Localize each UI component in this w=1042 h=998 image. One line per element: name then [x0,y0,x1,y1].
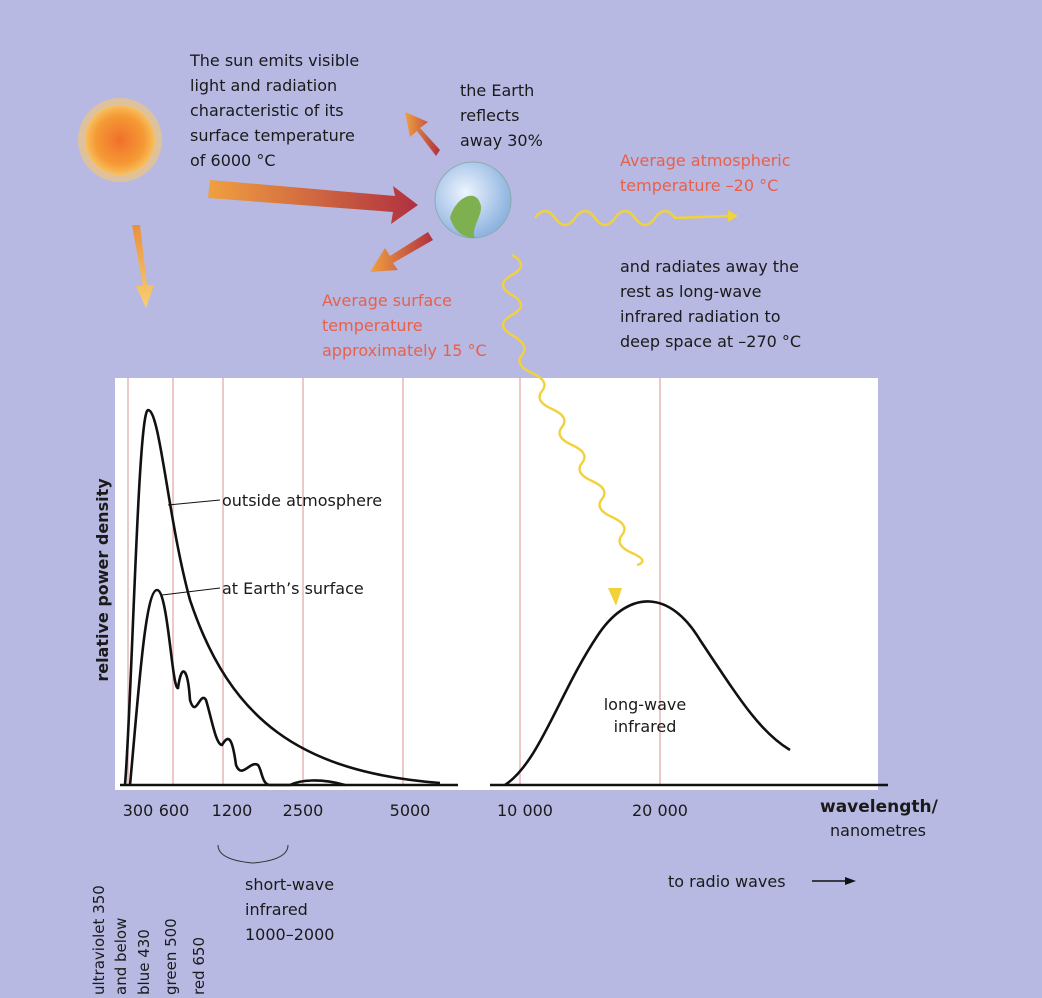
surface-text: approximately 15 °C [322,341,487,360]
longwave-curve [504,600,791,787]
arrow-surface [370,232,433,272]
radiates-text: deep space at –270 °C [620,332,801,351]
radiates-text: rest as long-wave [620,282,762,301]
x-tick-label: 10 000 [497,801,553,820]
atmosphere-text: Average atmospheric [620,151,791,170]
surface-text: Average surface [322,291,452,310]
surface-curve [128,588,346,787]
radio-label: to radio waves [668,872,786,891]
x-axis-label: wavelength/ [820,797,939,817]
band-label: and below [112,918,130,995]
earth-text: the Earth [460,81,534,100]
sun-text: of 6000 °C [190,151,275,170]
x-tick-label: 5000 [390,801,431,820]
x-tick-label: 600 [159,801,190,820]
wave-space [501,253,644,567]
wave-atmosphere [534,209,729,227]
band-label: red 650 [190,937,208,995]
curve-label: outside atmosphere [222,491,382,510]
band-label: green 500 [162,918,180,995]
curve-label: at Earth’s surface [222,579,364,598]
x-tick-label: 2500 [283,801,324,820]
band-label: blue 430 [135,929,153,995]
arrow-reflect [405,112,440,156]
curve-label: long-wave [604,695,687,714]
x-axis-label: nanometres [830,821,926,840]
outside-curve [123,408,441,786]
wave-head [608,588,622,606]
brace [217,844,289,864]
y-axis-label: relative power density [93,478,112,682]
earth-land [450,195,482,238]
arrow-in [208,180,418,224]
wave-head [728,210,738,222]
radiates-text: infrared radiation to [620,307,781,326]
leader [167,499,221,506]
x-tick-label: 300 [123,801,154,820]
arrow-down [132,225,154,308]
atmosphere-text: temperature –20 °C [620,176,778,195]
radiates-text: and radiates away the [620,257,799,276]
shortwave-label: infrared [245,900,308,919]
x-tick-label: 20 000 [632,801,688,820]
radio-arrow-head [845,877,856,885]
sun [78,98,162,182]
curve-label: infrared [614,717,677,736]
shortwave-label: short-wave [245,875,334,894]
earth-text: away 30% [460,131,543,150]
surface-text: temperature [322,316,423,335]
band-label: ultraviolet 350 [90,885,108,995]
sun-text: light and radiation [190,76,337,95]
plot-area [115,378,878,790]
sun-text: surface temperature [190,126,355,145]
x-tick-label: 1200 [212,801,253,820]
leader [161,587,221,596]
sun-text: The sun emits visible [189,51,359,70]
earth-text: reflects [460,106,519,125]
grid-lines [127,378,661,785]
sun-text: characteristic of its [190,101,344,120]
shortwave-label: 1000–2000 [245,925,334,944]
